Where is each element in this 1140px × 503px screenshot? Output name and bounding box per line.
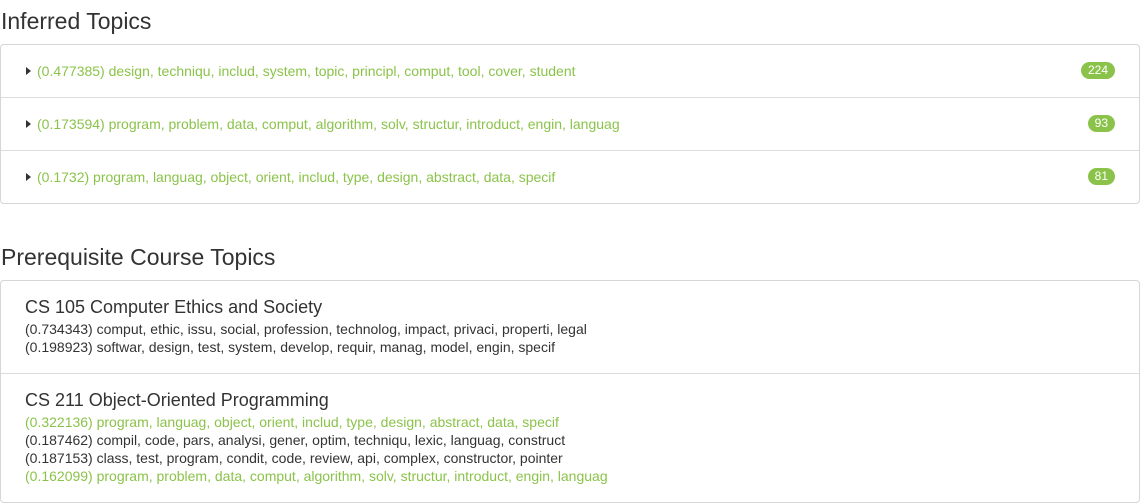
topic-label[interactable]: (0.1732) program, languag, object, orien…	[37, 169, 556, 185]
inferred-topics-panel: (0.477385) design, techniqu, includ, sys…	[0, 44, 1140, 204]
caret-right-icon[interactable]	[26, 173, 31, 181]
count-badge: 81	[1087, 168, 1115, 185]
caret-right-icon[interactable]	[26, 67, 31, 75]
count-badge: 93	[1087, 115, 1115, 132]
prerequisite-topics-title: Prerequisite Course Topics	[1, 244, 276, 270]
course-topic-line-matched: (0.162099) program, problem, data, compu…	[25, 468, 608, 484]
prerequisite-topics-panel: CS 105 Computer Ethics and Society (0.73…	[0, 280, 1140, 503]
course-topic-line-matched: (0.322136) program, languag, object, ori…	[25, 414, 559, 430]
course-topic-line: (0.187153) class, test, program, condit,…	[25, 450, 563, 466]
course-topic-line: (0.734343) comput, ethic, issu, social, …	[25, 321, 587, 337]
course-title: CS 211 Object-Oriented Programming	[25, 390, 329, 410]
inferred-topics-title: Inferred Topics	[1, 8, 152, 34]
course-topic-line: (0.187462) compil, code, pars, analysi, …	[25, 432, 566, 448]
topic-label[interactable]: (0.477385) design, techniqu, includ, sys…	[37, 63, 576, 79]
topic-row[interactable]: (0.173594) program, problem, data, compu…	[1, 98, 1139, 151]
course-topic-line: (0.198923) softwar, design, test, system…	[25, 339, 555, 355]
course-title: CS 105 Computer Ethics and Society	[25, 297, 323, 317]
caret-right-icon[interactable]	[26, 120, 31, 128]
topic-row[interactable]: (0.1732) program, languag, object, orien…	[1, 151, 1139, 203]
topic-row[interactable]: (0.477385) design, techniqu, includ, sys…	[1, 45, 1139, 98]
course-card: CS 105 Computer Ethics and Society (0.73…	[1, 281, 1139, 374]
topic-label[interactable]: (0.173594) program, problem, data, compu…	[37, 116, 620, 132]
course-card: CS 211 Object-Oriented Programming (0.32…	[1, 374, 1139, 502]
count-badge: 224	[1080, 62, 1115, 79]
